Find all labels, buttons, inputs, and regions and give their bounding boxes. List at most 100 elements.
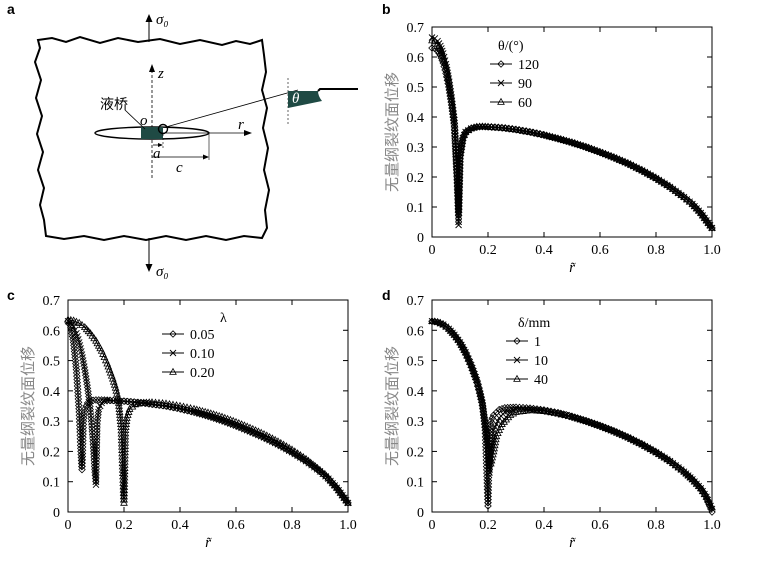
data-point-triangle: [477, 395, 486, 403]
x-tick-label: 0.2: [115, 518, 133, 533]
data-point-cross: [93, 462, 100, 469]
data-point-triangle: [451, 136, 460, 144]
data-point-triangle: [112, 386, 121, 394]
data-point-triangle: [505, 124, 513, 132]
data-point-triangle: [512, 125, 520, 133]
data-point-diamond: [484, 483, 493, 491]
y-tick-label: 0.5: [407, 81, 425, 96]
panel-b: b 0 0.1 0.2 0.3 0.4 0.5 0.6 0.7 0 0.2 0.4 0.6 0.8 1.…: [382, 1, 721, 276]
data-point-triangle: [444, 76, 453, 84]
legend-marker-cross: [497, 79, 505, 87]
legend-entry: 90: [518, 77, 532, 92]
data-point-cross: [90, 445, 97, 452]
data-point-diamond: [79, 420, 88, 429]
data-point-triangle: [479, 407, 488, 415]
data-point-triangle: [118, 465, 127, 473]
legend-marker-diamond: [513, 337, 521, 345]
sigma-top-label: σ₀: [156, 12, 169, 28]
data-point-triangle: [183, 403, 191, 411]
data-point-triangle: [671, 186, 680, 194]
data-point-cross: [92, 481, 100, 489]
x-tick-label: 1.0: [339, 518, 357, 533]
data-point-triangle: [293, 449, 302, 457]
data-point-triangle: [640, 441, 649, 449]
data-point-triangle: [449, 107, 458, 115]
data-point-triangle: [649, 446, 658, 454]
legend-title: λ: [220, 311, 227, 326]
data-point-triangle: [657, 177, 666, 185]
data-point-triangle: [442, 65, 451, 73]
data-point-triangle: [483, 435, 492, 443]
data-point-triangle: [550, 408, 559, 416]
data-point-diamond: [484, 476, 493, 485]
data-point-cross: [92, 468, 100, 476]
data-point-cross: [94, 421, 101, 428]
data-point-triangle: [186, 404, 195, 412]
data-point-triangle: [515, 125, 524, 134]
data-point-diamond: [79, 433, 87, 442]
data-point-triangle: [118, 449, 127, 457]
dim-c-arrowhead: [203, 154, 209, 160]
data-point-triangle: [652, 448, 660, 456]
data-point-diamond: [78, 446, 87, 454]
series-line-triangle: [431, 320, 713, 508]
data-point-triangle: [445, 79, 454, 87]
legend-entry: 0.10: [190, 347, 215, 362]
series-layer: [428, 34, 716, 232]
data-point-triangle: [116, 416, 125, 424]
data-point-triangle: [646, 444, 655, 452]
data-point-triangle: [116, 413, 125, 421]
data-point-triangle: [151, 398, 160, 406]
legend: 120 90 60: [490, 58, 539, 111]
data-point-cross: [93, 459, 100, 466]
y-tick-label: 0.6: [407, 324, 425, 339]
load-arrowhead-bottom: [145, 264, 153, 272]
data-point-triangle: [445, 82, 454, 90]
data-point-diamond: [489, 411, 498, 419]
data-point-cross: [93, 449, 101, 457]
data-point-diamond: [484, 489, 493, 498]
data-point-cross: [455, 215, 463, 223]
data-point-diamond: [67, 326, 76, 335]
data-point-triangle: [452, 149, 460, 157]
data-point-triangle: [480, 413, 489, 421]
data-point-cross: [89, 442, 97, 449]
data-point-triangle: [646, 170, 655, 178]
data-point-triangle: [113, 389, 121, 397]
panel-a-diagram: a σ₀ σ₀ z r o 液桥 a: [7, 1, 358, 280]
data-point-cross: [455, 221, 462, 229]
data-point-triangle: [660, 179, 669, 187]
data-point-cross: [93, 427, 101, 435]
data-point-triangle: [506, 410, 515, 418]
data-point-triangle: [666, 182, 674, 190]
data-point-diamond: [428, 44, 436, 52]
data-point-triangle: [344, 498, 352, 506]
data-point-triangle: [444, 73, 453, 81]
x-tick-label: 0.8: [283, 518, 301, 533]
data-point-triangle: [115, 407, 124, 415]
data-point-triangle: [481, 419, 490, 427]
data-point-cross: [90, 448, 97, 455]
r-axis-arrowhead: [244, 130, 252, 136]
origin-label: o: [140, 113, 148, 129]
data-point-diamond: [344, 499, 352, 507]
data-point-triangle: [479, 404, 488, 412]
data-point-triangle: [276, 438, 285, 446]
legend-entry: 1: [534, 335, 541, 350]
data-point-triangle: [671, 461, 680, 469]
data-point-triangle: [484, 444, 493, 452]
y-axis-label: 无量纲裂纹面位移: [383, 346, 401, 466]
data-point-triangle: [682, 195, 691, 203]
y-tick-label: 0.2: [43, 445, 61, 460]
y-tick-label: 0.1: [407, 201, 425, 216]
data-point-cross: [93, 440, 101, 447]
data-point-diamond: [484, 486, 493, 494]
data-point-diamond: [495, 405, 503, 414]
data-point-triangle: [484, 441, 492, 449]
data-point-triangle: [509, 409, 518, 417]
data-point-triangle: [452, 162, 461, 171]
z-axis-label: z: [157, 66, 164, 82]
data-point-triangle: [508, 124, 517, 132]
y-tick-label: 0.5: [407, 355, 425, 370]
data-point-triangle: [483, 438, 492, 446]
